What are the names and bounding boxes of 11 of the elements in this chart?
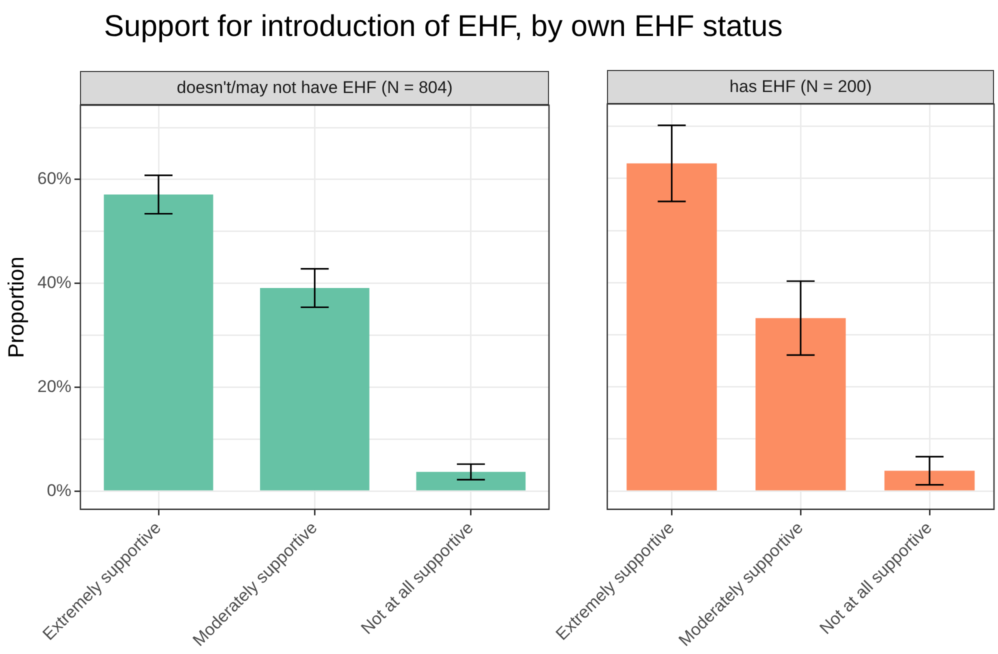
y-axis-title: Proportion — [3, 256, 28, 358]
bar — [260, 288, 370, 490]
y-tick-label: 40% — [37, 273, 72, 292]
bar — [104, 194, 214, 490]
y-tick-label: 20% — [37, 376, 72, 396]
bar — [416, 472, 526, 490]
y-tick-label: 60% — [37, 169, 72, 188]
chart-title: Support for introduction of EHF, by own EHF status — [104, 10, 783, 44]
chart-subtitle: doesn't/may not have EHF (N = 804) — [80, 71, 549, 106]
chart-subtitle: has EHF (N = 200) — [607, 70, 994, 104]
y-tick-label: 0% — [46, 480, 72, 500]
